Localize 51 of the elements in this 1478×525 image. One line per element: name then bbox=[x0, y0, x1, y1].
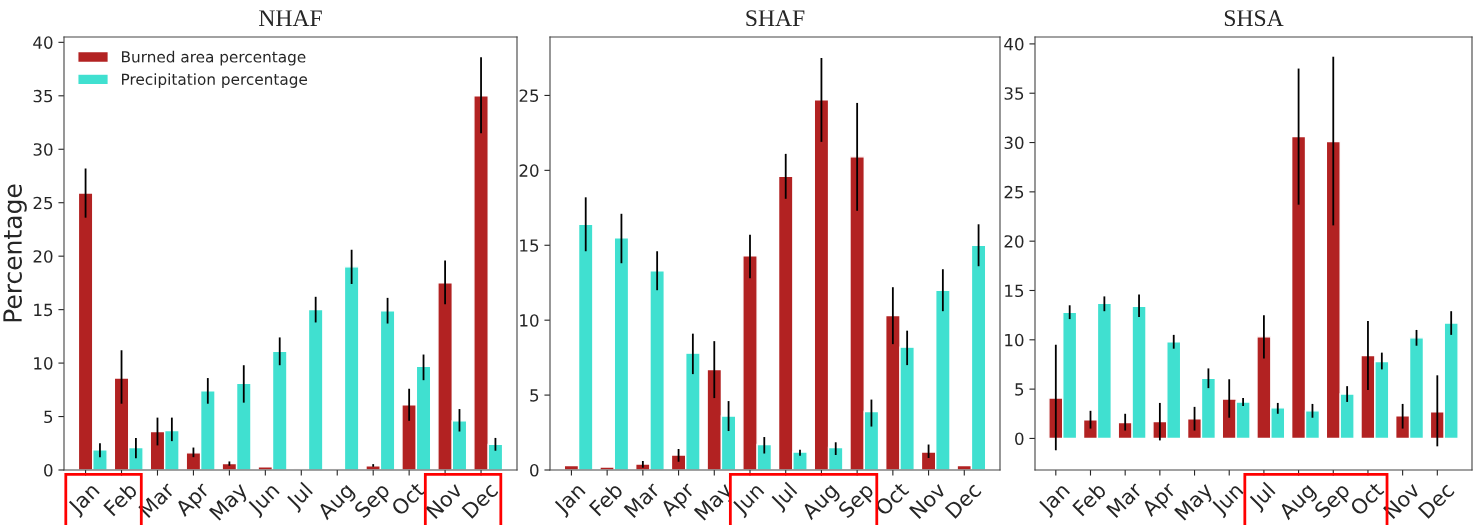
y-tick-label: 5 bbox=[44, 410, 53, 424]
y-tick-label: 10 bbox=[34, 357, 53, 370]
y-tick-label: 10 bbox=[520, 314, 539, 327]
x-tick-label: Feb bbox=[1071, 481, 1107, 517]
y-tick-label: 35 bbox=[1004, 87, 1024, 100]
y-tick-label: 30 bbox=[1004, 136, 1024, 150]
y-tick-label: 40 bbox=[33, 36, 53, 49]
x-tick-label: Mar bbox=[623, 480, 662, 519]
y-tick-label: 15 bbox=[1005, 284, 1024, 298]
y-tick-label: 25 bbox=[519, 89, 539, 102]
y-tick-label: 20 bbox=[33, 250, 53, 263]
x-tick-label: Dec bbox=[944, 481, 982, 519]
x-tick-label: Jan bbox=[1037, 482, 1073, 519]
y-tick-label: 30 bbox=[33, 143, 53, 156]
chart-title: NHAF bbox=[259, 10, 322, 26]
x-tick-label: Jul bbox=[768, 481, 801, 514]
x-tick-label: Dec bbox=[461, 481, 499, 519]
x-tick-label: Jul bbox=[284, 481, 316, 514]
y-tick-label: 20 bbox=[519, 164, 539, 177]
y-tick-label: 5 bbox=[1015, 383, 1024, 396]
x-tick-label: Jun bbox=[246, 482, 283, 519]
y-tick-label: 25 bbox=[1004, 185, 1024, 199]
x-tick-label: Oct bbox=[1349, 481, 1385, 517]
chart-title: SHAF bbox=[746, 10, 805, 27]
legend-label: Burned area percentage bbox=[122, 50, 306, 66]
y-tick-label: 20 bbox=[1004, 235, 1024, 248]
legend-label: Precipitation percentage bbox=[122, 73, 308, 88]
y-tick-label: 0 bbox=[530, 463, 539, 477]
y-tick-label: 40 bbox=[1004, 37, 1024, 51]
y-tick-label: 0 bbox=[44, 463, 53, 477]
y-tick-label: 25 bbox=[33, 196, 53, 210]
x-tick-label: Oct bbox=[390, 481, 426, 517]
bar bbox=[343, 266, 360, 470]
y-tick-label: 5 bbox=[530, 389, 539, 402]
x-tick-label: Jul bbox=[1247, 481, 1279, 514]
y-tick-label: 0 bbox=[1015, 432, 1024, 446]
y-tick-label: 15 bbox=[34, 303, 53, 317]
x-tick-label: Mar bbox=[1106, 480, 1144, 519]
bar bbox=[307, 308, 324, 470]
x-tick-label: Oct bbox=[874, 481, 910, 517]
x-tick-label: Dec bbox=[1417, 481, 1455, 519]
y-axis-title: Percentage bbox=[3, 184, 27, 322]
x-tick-label: Feb bbox=[102, 481, 139, 517]
x-tick-label: Feb bbox=[588, 481, 624, 517]
y-tick-label: 15 bbox=[520, 239, 539, 252]
y-tick-label: 10 bbox=[1005, 333, 1024, 347]
x-tick-label: Jan bbox=[552, 482, 589, 519]
y-tick-label: 35 bbox=[33, 89, 53, 103]
chart-title: SHSA bbox=[1224, 10, 1284, 27]
x-tick-label: Jun bbox=[731, 482, 768, 519]
x-tick-label: Jan bbox=[66, 482, 103, 519]
